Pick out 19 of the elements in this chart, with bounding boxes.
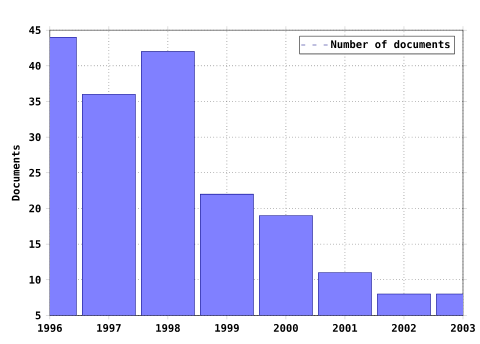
- y-tick-label: 35: [29, 97, 41, 106]
- y-tick-label: 20: [29, 204, 41, 212]
- y-tick-label: 5: [36, 311, 41, 320]
- x-tick-label: 2000: [274, 324, 298, 332]
- x-tick-label: 1999: [215, 324, 239, 332]
- x-tick-label: 2002: [392, 324, 416, 332]
- y-tick-label: 10: [30, 276, 41, 284]
- x-tick-label: 1998: [156, 324, 180, 332]
- x-tick-label: 2001: [332, 324, 358, 332]
- y-axis-title: Documents: [12, 145, 20, 200]
- x-tick-label: 1996: [38, 324, 62, 332]
- y-tick-label: 15: [30, 240, 41, 248]
- y-tick-label: 40: [29, 62, 41, 70]
- y-tick-label: 45: [29, 26, 41, 34]
- x-tick-label: 1997: [97, 324, 121, 332]
- y-tick-label: 30: [29, 133, 41, 141]
- x-tick-label: 2003: [450, 324, 475, 332]
- y-tick-label: 25: [29, 168, 41, 177]
- legend-label: Number of documents: [331, 40, 450, 48]
